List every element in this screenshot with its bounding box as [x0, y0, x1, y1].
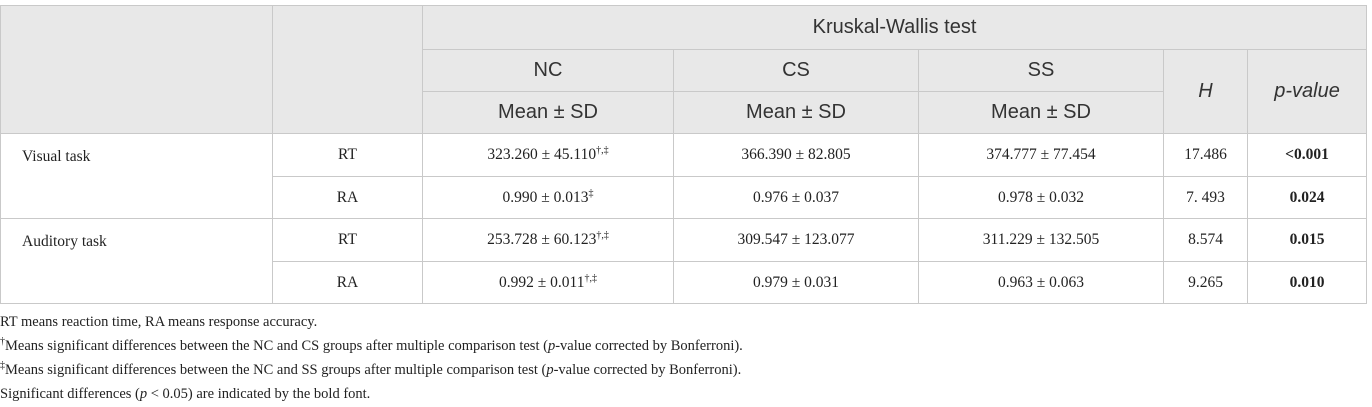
note-mark: ‡ [0, 360, 5, 371]
note-text: RT means reaction time, RA means respons… [0, 314, 318, 330]
task: Auditory task [0, 218, 273, 304]
h-value: 7. 493 [1163, 176, 1248, 219]
row: Auditory task RT 253.728 ± 60.123†,‡ 309.54… [0, 218, 1368, 304]
note-text: < 0.05) are indicated by the bold font. [147, 386, 371, 402]
mean-sd-cell: 0.990 ± 0.013‡ [422, 176, 674, 219]
footnotes: RT means reaction time, RA means respons… [0, 310, 743, 406]
h-value: 8.574 [1163, 218, 1248, 262]
mean-sd: 374.777 ± 77.454 [986, 146, 1096, 163]
blank-header [272, 5, 423, 134]
stat-label: Mean ± SD [673, 91, 919, 134]
row: RA 0.990 ± 0.013‡ 0.976 ± 0.037 0.978 ± 0.0… [1, 176, 1368, 219]
mean-sd: 323.260 ± 45.110 [487, 146, 597, 163]
mean-sd: 309.547 ± 123.077 [737, 231, 855, 248]
mean-sd: 0.978 ± 0.032 [997, 188, 1084, 206]
blank-header [0, 5, 273, 134]
mean-sd: 0.992 ± 0.011 [499, 273, 585, 291]
mean-sd: 366.390 ± 82.805 [741, 146, 851, 163]
note-text: -value corrected by Bonferroni). [553, 362, 742, 378]
p-value: 0.024 [1246, 176, 1368, 219]
stat-label: Mean ± SD [918, 91, 1164, 134]
group-name: SS [918, 49, 1164, 92]
table-body: Visual task RT 323.260 ± 45.110†,‡ 366.390 … [0, 133, 1368, 304]
h-value: 17.486 [1163, 133, 1248, 177]
significance-mark: †,‡ [596, 230, 609, 241]
p-header: p-value [1246, 49, 1368, 134]
mean-sd: 0.963 ± 0.063 [997, 273, 1084, 291]
mean-sd-cell: 374.777 ± 77.454 [918, 133, 1164, 177]
mean-sd: 311.229 ± 132.505 [982, 231, 1100, 248]
note-text: -value corrected by Bonferroni). [555, 338, 743, 354]
mean-sd-cell: 0.963 ± 0.063 [918, 261, 1164, 304]
p-value: <0.001 [1246, 133, 1368, 177]
row: Visual task RT 323.260 ± 45.110†,‡ 366.390 … [0, 133, 1368, 219]
measure: RA [272, 261, 423, 304]
stat-label: Mean ± SD [422, 91, 674, 134]
mean-sd: 0.976 ± 0.037 [752, 188, 839, 206]
row: RA 0.992 ± 0.011†,‡ 0.979 ± 0.031 0.963 ± 0… [1, 261, 1368, 304]
h-header: H [1163, 49, 1248, 134]
note-italic: p [547, 338, 556, 354]
note-text: Means significant differences between th… [5, 338, 548, 354]
significance-mark: ‡ [588, 187, 594, 199]
measure: RT [272, 218, 423, 262]
h-value: 9.265 [1163, 261, 1248, 304]
group-name: NC [422, 49, 674, 92]
note-italic: p [139, 386, 148, 402]
mean-sd-cell: 0.992 ± 0.011†,‡ [422, 261, 674, 304]
group-header: Kruskal-Wallis test [421, 5, 1368, 50]
footnote: ‡Means significant differences between t… [0, 358, 743, 382]
p-value: 0.010 [1246, 261, 1368, 304]
mean-sd-cell: 253.728 ± 60.123†,‡ [422, 218, 674, 262]
mean-sd-cell: 0.978 ± 0.032 [918, 176, 1164, 219]
mean-sd-cell: 0.976 ± 0.037 [673, 176, 919, 219]
p-value: 0.015 [1246, 218, 1368, 262]
mean-sd: 0.979 ± 0.031 [752, 273, 839, 291]
note-text: Means significant differences between th… [5, 362, 547, 378]
significance-mark: †,‡ [596, 145, 609, 156]
mean-sd-cell: 309.547 ± 123.077 [673, 218, 919, 262]
note-text: Significant differences ( [0, 386, 140, 402]
significance-mark: †,‡ [584, 272, 597, 284]
footnote: RT means reaction time, RA means respons… [0, 310, 743, 334]
footnote: Significant differences (p < 0.05) are i… [0, 382, 743, 406]
mean-sd-cell: 366.390 ± 82.805 [673, 133, 919, 177]
note-italic: p [546, 362, 554, 378]
footnote: †Means significant differences between t… [0, 334, 743, 358]
note-mark: † [0, 336, 5, 347]
mean-sd: 253.728 ± 60.123 [487, 231, 597, 248]
mean-sd-cell: 323.260 ± 45.110†,‡ [422, 133, 674, 177]
measure: RT [272, 133, 423, 177]
mean-sd-cell: 0.979 ± 0.031 [673, 261, 919, 304]
group-name: CS [673, 49, 919, 92]
measure: RA [272, 176, 423, 219]
task: Visual task [0, 133, 273, 219]
mean-sd-cell: 311.229 ± 132.505 [918, 218, 1164, 262]
mean-sd: 0.990 ± 0.013 [502, 188, 589, 206]
